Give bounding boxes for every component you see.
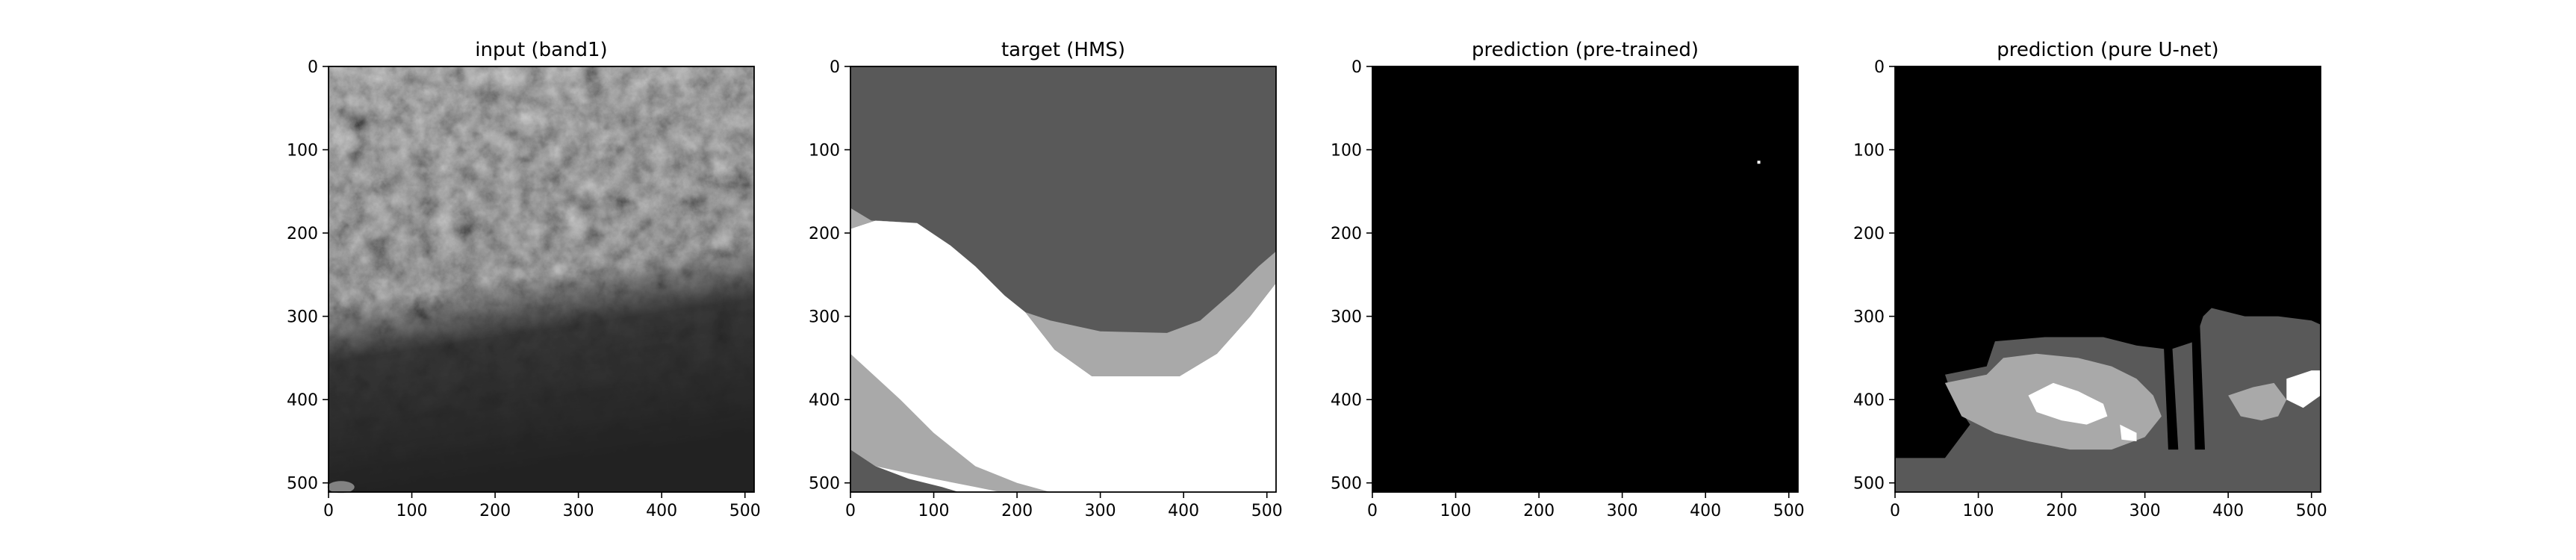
x-tick-label: 400: [1168, 502, 1199, 520]
y-tick-label: 400: [809, 391, 840, 410]
panel-prediction-pretrained: prediction (pre-trained) 0 100 200 300 400 500…: [1331, 39, 1805, 520]
y-tick-label: 0: [1874, 58, 1885, 77]
data-point-0: [1757, 161, 1761, 164]
y-tick-label: 500: [1853, 475, 1885, 494]
x-tick-label: 500: [729, 502, 761, 520]
y-tick-label: 100: [1853, 142, 1885, 161]
corner-bright-spot: [327, 481, 355, 494]
axes-frame: [328, 66, 755, 493]
image-shade: [329, 66, 754, 492]
x-tick-label: 500: [1773, 502, 1805, 520]
panel-title: input (band1): [475, 39, 607, 61]
y-tick-label: 500: [809, 475, 840, 494]
y-tick-label: 300: [1853, 308, 1885, 327]
image-area: [850, 66, 1276, 492]
y-tick-label: 100: [1331, 142, 1362, 161]
x-tick-label: 200: [2046, 502, 2077, 520]
x-tick-label: 300: [1085, 502, 1116, 520]
region-0: [850, 220, 1276, 492]
y-axis: 0 100 200 300 400 500: [809, 58, 850, 494]
image-area: [1895, 66, 2321, 492]
y-tick-label: 400: [1853, 391, 1885, 410]
y-tick-label: 200: [1853, 225, 1885, 243]
region-4: [2120, 424, 2137, 441]
x-tick-label: 200: [1001, 502, 1033, 520]
x-tick-label: 300: [1607, 502, 1638, 520]
x-tick-label: 400: [2212, 502, 2244, 520]
cloud-texture: [329, 66, 754, 492]
y-axis: 0 100 200 300 400 500: [1331, 58, 1372, 494]
cloud-noise: [329, 66, 754, 492]
panel-title: prediction (pre-trained): [1472, 39, 1699, 61]
y-tick-label: 0: [1351, 58, 1362, 77]
axes-frame: [1894, 66, 2321, 493]
y-tick-label: 300: [287, 308, 318, 327]
x-tick-label: 400: [1690, 502, 1721, 520]
y-tick-label: 100: [809, 142, 840, 161]
region-5: [2228, 382, 2287, 421]
image-background: [1372, 66, 1798, 492]
panel-target-hms: target (HMS) 0 100 200 300 400 500 0 100 200 300 40…: [809, 39, 1283, 520]
x-tick-label: 500: [1251, 502, 1283, 520]
axes-frame: [850, 66, 1277, 493]
x-tick-label: 0: [845, 502, 856, 520]
y-tick-label: 400: [1331, 391, 1362, 410]
y-tick-label: 0: [830, 58, 840, 77]
x-tick-label: 0: [323, 502, 334, 520]
region-7: [2163, 332, 2179, 450]
panel-title: prediction (pure U-net): [1997, 39, 2218, 61]
panel-title: target (HMS): [1001, 39, 1125, 61]
x-tick-label: 400: [646, 502, 677, 520]
x-axis: 0 100 200 300 400 500: [1890, 492, 2327, 520]
y-tick-label: 300: [809, 308, 840, 327]
y-axis: 0 100 200 300 400 500: [1853, 58, 1895, 494]
panel-prediction-pure-unet: prediction (pure U-net)0 100 200 300 400 5000…: [1853, 39, 2327, 520]
x-tick-label: 300: [563, 502, 594, 520]
x-tick-label: 500: [2296, 502, 2327, 520]
y-tick-label: 100: [287, 142, 318, 161]
y-tick-label: 500: [1331, 475, 1362, 494]
y-tick-label: 200: [287, 225, 318, 243]
region-1: [850, 208, 1276, 376]
y-tick-label: 500: [287, 475, 318, 494]
x-tick-label: 100: [1440, 502, 1472, 520]
x-tick-label: 100: [1963, 502, 1994, 520]
image-area: [327, 66, 754, 494]
x-axis: 0 100 200 300 400 500: [1367, 492, 1805, 520]
panel-input-band1: input (band1) 0 100 200 300 400 500 0 100 200 300 4…: [287, 39, 761, 520]
region-3: [2028, 382, 2108, 425]
image-area: [1372, 66, 1798, 492]
y-tick-label: 0: [308, 58, 318, 77]
x-tick-label: 100: [918, 502, 950, 520]
y-axis: 0 100 200 300 400 500: [287, 58, 329, 494]
x-tick-label: 300: [2129, 502, 2161, 520]
x-tick-label: 200: [1523, 502, 1555, 520]
region-8: [2191, 324, 2205, 450]
y-tick-label: 300: [1331, 308, 1362, 327]
region-4: [850, 449, 959, 492]
region-2: [850, 353, 1051, 492]
x-axis: 0 100 200 300 400 500: [845, 492, 1283, 520]
y-tick-label: 200: [1331, 225, 1362, 243]
x-tick-label: 100: [396, 502, 428, 520]
region-6: [2286, 370, 2321, 408]
x-axis: 0 100 200 300 400 500: [323, 492, 761, 520]
y-tick-label: 400: [287, 391, 318, 410]
x-tick-label: 0: [1367, 502, 1378, 520]
y-tick-label: 200: [809, 225, 840, 243]
x-tick-label: 200: [479, 502, 511, 520]
x-tick-label: 0: [1890, 502, 1900, 520]
axes-frame: [1372, 66, 1799, 493]
